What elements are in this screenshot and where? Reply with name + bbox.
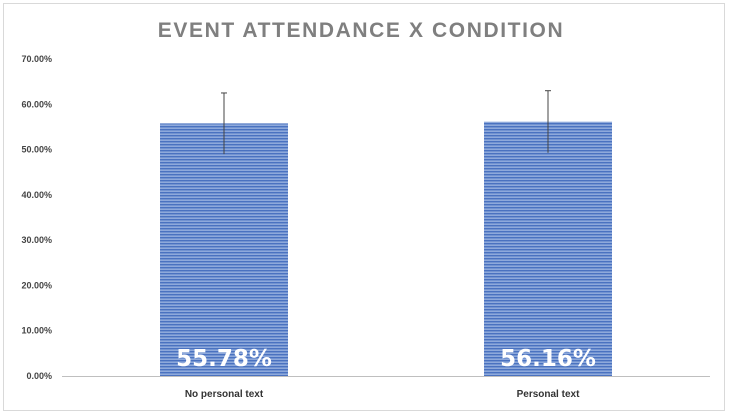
bars	[160, 121, 612, 376]
y-axis-ticks: 0.00% 10.00% 20.00% 30.00% 40.00% 50.00% 60.00…	[21, 54, 52, 381]
y-tick-label: 0.00%	[26, 371, 52, 381]
data-label-0: 55.78%	[176, 346, 272, 372]
y-tick-label: 60.00%	[21, 99, 52, 109]
bar-1	[484, 121, 612, 376]
data-label-1: 56.16%	[500, 346, 596, 372]
y-tick-label: 30.00%	[21, 235, 52, 245]
y-tick-label: 50.00%	[21, 145, 52, 155]
y-tick-label: 70.00%	[21, 54, 52, 64]
category-label-1: Personal text	[517, 389, 580, 400]
y-tick-label: 20.00%	[21, 280, 52, 290]
category-labels: No personal text Personal text	[185, 389, 580, 400]
y-tick-label: 10.00%	[21, 326, 52, 336]
error-bars	[221, 90, 551, 155]
category-label-0: No personal text	[185, 389, 264, 400]
data-labels: 55.78% 56.16%	[176, 346, 596, 372]
y-tick-label: 40.00%	[21, 190, 52, 200]
chart-title: EVENT ATTENDANCE X CONDITION	[157, 19, 565, 42]
bar-0	[160, 123, 288, 376]
